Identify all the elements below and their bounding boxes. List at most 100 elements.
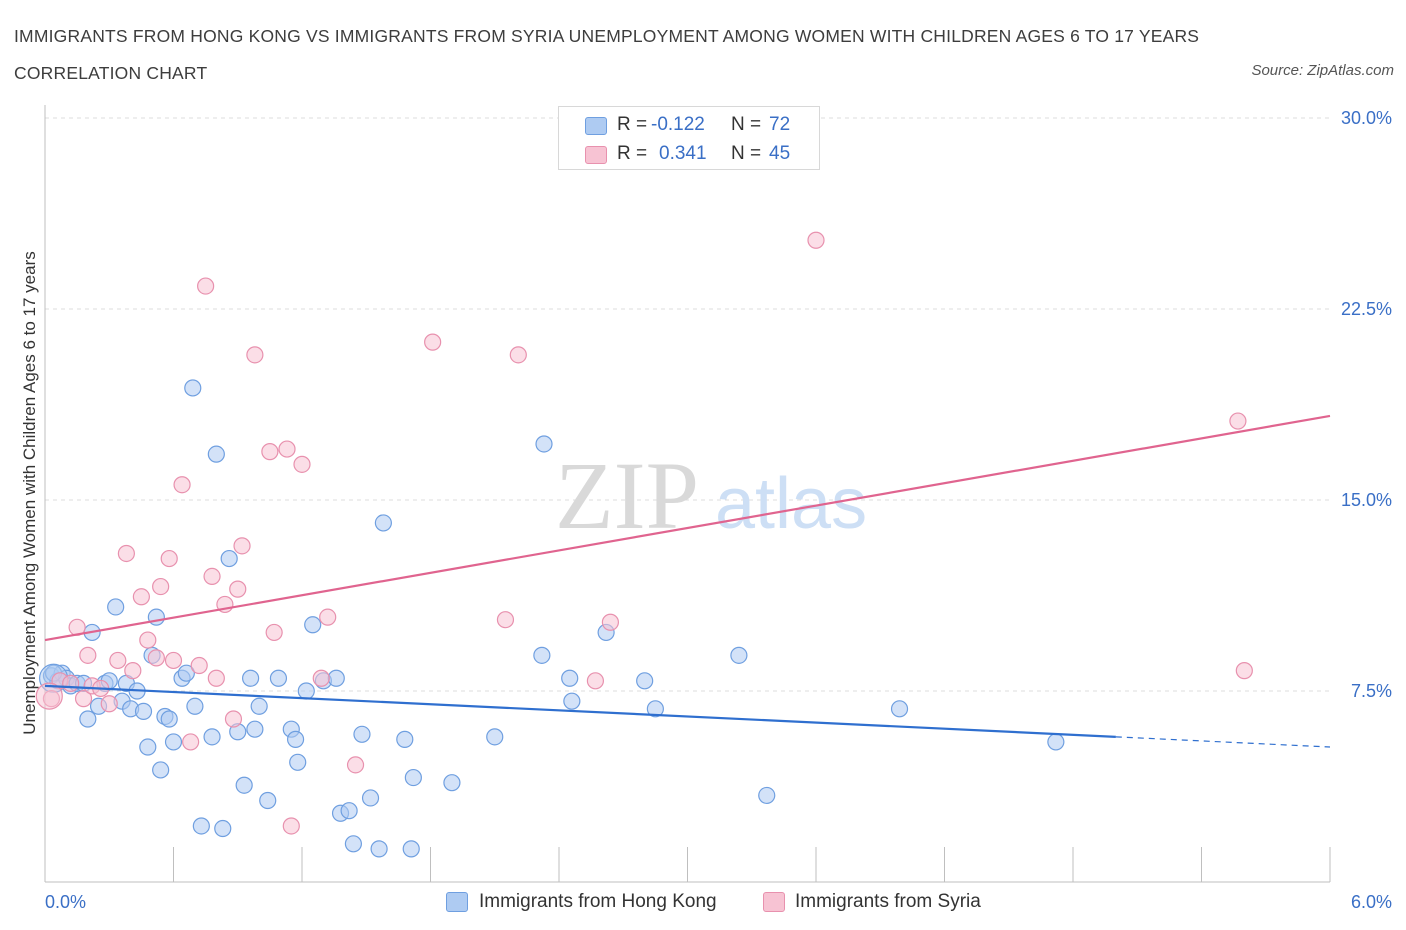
syria-point bbox=[132, 588, 150, 606]
chart-title: IMMIGRANTS FROM HONG KONG VS IMMIGRANTS … bbox=[14, 26, 1200, 83]
hk-point bbox=[535, 435, 553, 453]
legend-n-value-syria: 45 bbox=[769, 143, 791, 164]
watermark-zip: ZIP bbox=[555, 442, 699, 549]
syria-point bbox=[246, 346, 264, 364]
hk-point bbox=[289, 753, 307, 771]
hk-point bbox=[344, 835, 362, 853]
syria-point bbox=[74, 690, 93, 708]
hk-point bbox=[374, 514, 392, 532]
bottom-legend-hk: Immigrants from Hong Kong bbox=[446, 890, 746, 916]
syria-point bbox=[203, 567, 221, 586]
hk-point bbox=[402, 840, 420, 858]
syria-point bbox=[293, 455, 311, 473]
trend-lines bbox=[44, 414, 1331, 748]
hk-trend-line bbox=[44, 684, 1116, 738]
syria-point bbox=[319, 608, 337, 626]
hk-point bbox=[563, 692, 581, 710]
hk-point bbox=[340, 802, 358, 820]
legend-r-value-syria: 0.341 bbox=[659, 143, 707, 164]
hk-point bbox=[297, 682, 315, 700]
hk-point bbox=[152, 761, 170, 779]
hk-point bbox=[370, 840, 388, 858]
hk-point bbox=[250, 697, 268, 715]
legend: R = -0.122 N = 72 R = 0.341 N = 45 bbox=[558, 106, 820, 170]
syria-point bbox=[79, 646, 97, 664]
watermark-atlas: atlas bbox=[715, 464, 867, 544]
y-tick-label: 15.0% bbox=[1341, 490, 1392, 510]
hk-point bbox=[214, 819, 232, 838]
bottom-legend-syria: Immigrants from Syria bbox=[763, 890, 1023, 916]
hk-point bbox=[443, 774, 461, 792]
hk-point bbox=[404, 768, 422, 787]
syria-point bbox=[173, 476, 191, 494]
watermark: ZIP atlas bbox=[555, 442, 867, 549]
tick-labels: 7.5% 15.0% 22.5% 30.0% 0.0% 6.0% bbox=[45, 108, 1392, 912]
syria-point bbox=[124, 662, 142, 680]
hk-trend-extension bbox=[1115, 736, 1331, 748]
legend-n-label-hk: N = bbox=[731, 114, 762, 135]
syria-point bbox=[807, 231, 825, 249]
bottom-legend-label-syria: Immigrants from Syria bbox=[795, 891, 981, 912]
syria-point bbox=[282, 817, 300, 835]
hk-point bbox=[327, 669, 345, 687]
hk-point bbox=[220, 549, 238, 568]
hk-point bbox=[730, 646, 748, 664]
legend-swatch-hk bbox=[585, 117, 607, 135]
hk-point bbox=[361, 789, 380, 807]
syria-point bbox=[312, 669, 330, 687]
hk-point bbox=[235, 776, 253, 794]
syria-point bbox=[35, 682, 63, 710]
hk-point bbox=[203, 728, 221, 746]
syria-point bbox=[424, 333, 442, 351]
syria-point bbox=[109, 651, 127, 670]
syria-point bbox=[278, 440, 296, 458]
hk-point bbox=[164, 733, 183, 751]
syria-point bbox=[261, 443, 279, 461]
hk-point bbox=[160, 710, 178, 728]
syria-point bbox=[224, 710, 243, 728]
legend-row-syria: R = 0.341 N = 45 bbox=[559, 139, 819, 169]
bottom-legend-swatch-hk bbox=[446, 892, 468, 912]
y-tick-label: 22.5% bbox=[1341, 299, 1392, 319]
hk-point bbox=[134, 702, 153, 720]
hk-point bbox=[259, 791, 277, 810]
legend-row-hk: R = -0.122 N = 72 bbox=[559, 110, 819, 140]
hk-point bbox=[758, 786, 776, 805]
hk-point bbox=[139, 738, 157, 756]
hk-point bbox=[561, 669, 579, 687]
hk-point bbox=[184, 379, 202, 397]
hk-point bbox=[486, 728, 504, 746]
hk-point bbox=[177, 664, 195, 682]
hk-point bbox=[396, 730, 414, 748]
hk-point bbox=[304, 616, 322, 634]
syria-trend-line bbox=[44, 414, 1331, 642]
hk-point bbox=[147, 608, 165, 626]
syria-point bbox=[601, 613, 620, 631]
hk-point bbox=[186, 697, 204, 715]
bottom-legend-label-hk: Immigrants from Hong Kong bbox=[479, 891, 717, 912]
syria-point bbox=[197, 277, 215, 295]
hk-point bbox=[890, 700, 909, 718]
hk-point bbox=[242, 669, 260, 687]
hk-point bbox=[207, 445, 225, 463]
syria-point bbox=[496, 611, 515, 629]
syria-point bbox=[160, 549, 178, 568]
hk-point bbox=[646, 700, 664, 718]
y-axis-label: Unemployment Among Women with Children A… bbox=[20, 251, 39, 735]
syria-points bbox=[35, 231, 1253, 835]
syria-point bbox=[182, 733, 200, 751]
syria-point bbox=[586, 672, 605, 690]
syria-point bbox=[229, 580, 247, 598]
syria-point bbox=[1235, 662, 1253, 680]
x-tick-label: 0.0% bbox=[45, 892, 86, 912]
hk-point bbox=[79, 710, 97, 728]
axes bbox=[44, 105, 1331, 883]
syria-point bbox=[62, 674, 80, 692]
hk-point bbox=[269, 669, 288, 687]
legend-n-label-syria: N = bbox=[731, 143, 762, 164]
hk-point bbox=[353, 725, 371, 743]
hk-point bbox=[636, 672, 654, 690]
syria-point bbox=[265, 623, 283, 642]
hk-point bbox=[107, 598, 125, 616]
